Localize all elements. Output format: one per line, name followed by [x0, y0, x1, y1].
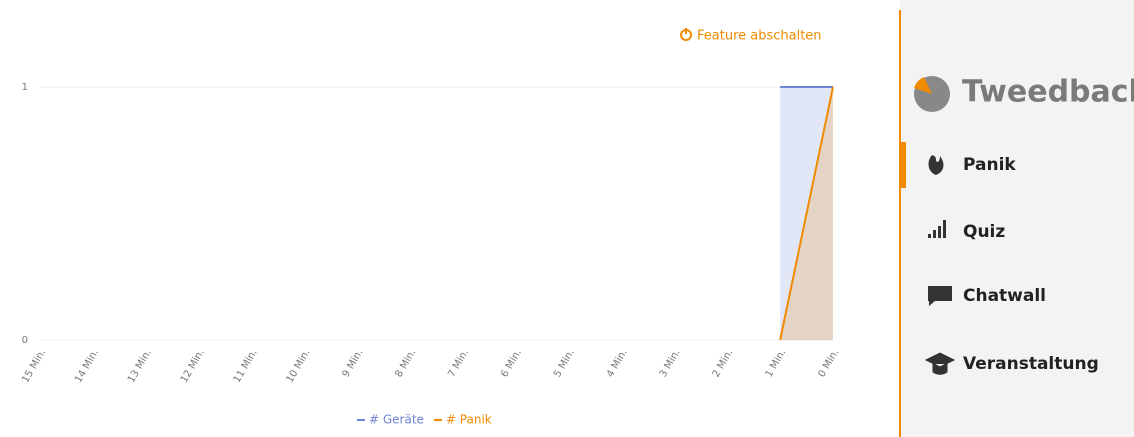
brand-logo: [914, 76, 950, 112]
y-tick-label: 1: [22, 82, 28, 93]
x-tick-label: 9 Min.: [341, 348, 366, 380]
x-tick-label: 2 Min.: [711, 348, 736, 380]
logo-slice: [914, 77, 932, 94]
brand: Tweedback: [962, 75, 1134, 110]
menu-item[interactable]: Veranstaltung: [963, 354, 1099, 374]
x-tick-label: 4 Min.: [605, 348, 630, 380]
x-tick-label: 5 Min.: [552, 348, 577, 380]
x-tick-label: 1 Min.: [764, 348, 789, 380]
legend-label: # Panik: [446, 413, 492, 427]
x-tick-label: 13 Min.: [126, 348, 154, 385]
chat-icon: [928, 286, 952, 306]
active-indicator: [900, 142, 906, 188]
menu-item[interactable]: Panik: [963, 155, 1016, 175]
x-tick-label: 7 Min.: [446, 348, 471, 380]
fire-icon: [928, 155, 944, 175]
x-tick-label: 11 Min.: [232, 348, 260, 385]
line: [779, 86, 834, 341]
x-tick-label: 3 Min.: [658, 348, 683, 380]
x-tick-label: 6 Min.: [499, 348, 524, 380]
x-tick-label: 0 Min.: [816, 348, 841, 380]
y-tick-label: 0: [22, 335, 28, 346]
x-tick-label: 14 Min.: [73, 348, 101, 385]
feature-link[interactable]: Feature abschalten: [680, 28, 822, 44]
sidebar: [900, 0, 1134, 437]
cap-icon: [924, 352, 956, 375]
x-tick-label: 10 Min.: [285, 348, 313, 385]
quiz-icon: [928, 220, 946, 238]
legend-label: # Geräte: [369, 413, 424, 427]
menu-item[interactable]: Chatwall: [963, 286, 1046, 306]
x-tick-label: 15 Min.: [20, 348, 48, 385]
x-tick-label: 12 Min.: [179, 348, 207, 385]
menu-item[interactable]: Quiz: [963, 222, 1005, 242]
feature-link-text[interactable]: Feature abschalten: [697, 29, 822, 44]
x-tick-label: 8 Min.: [394, 348, 419, 380]
